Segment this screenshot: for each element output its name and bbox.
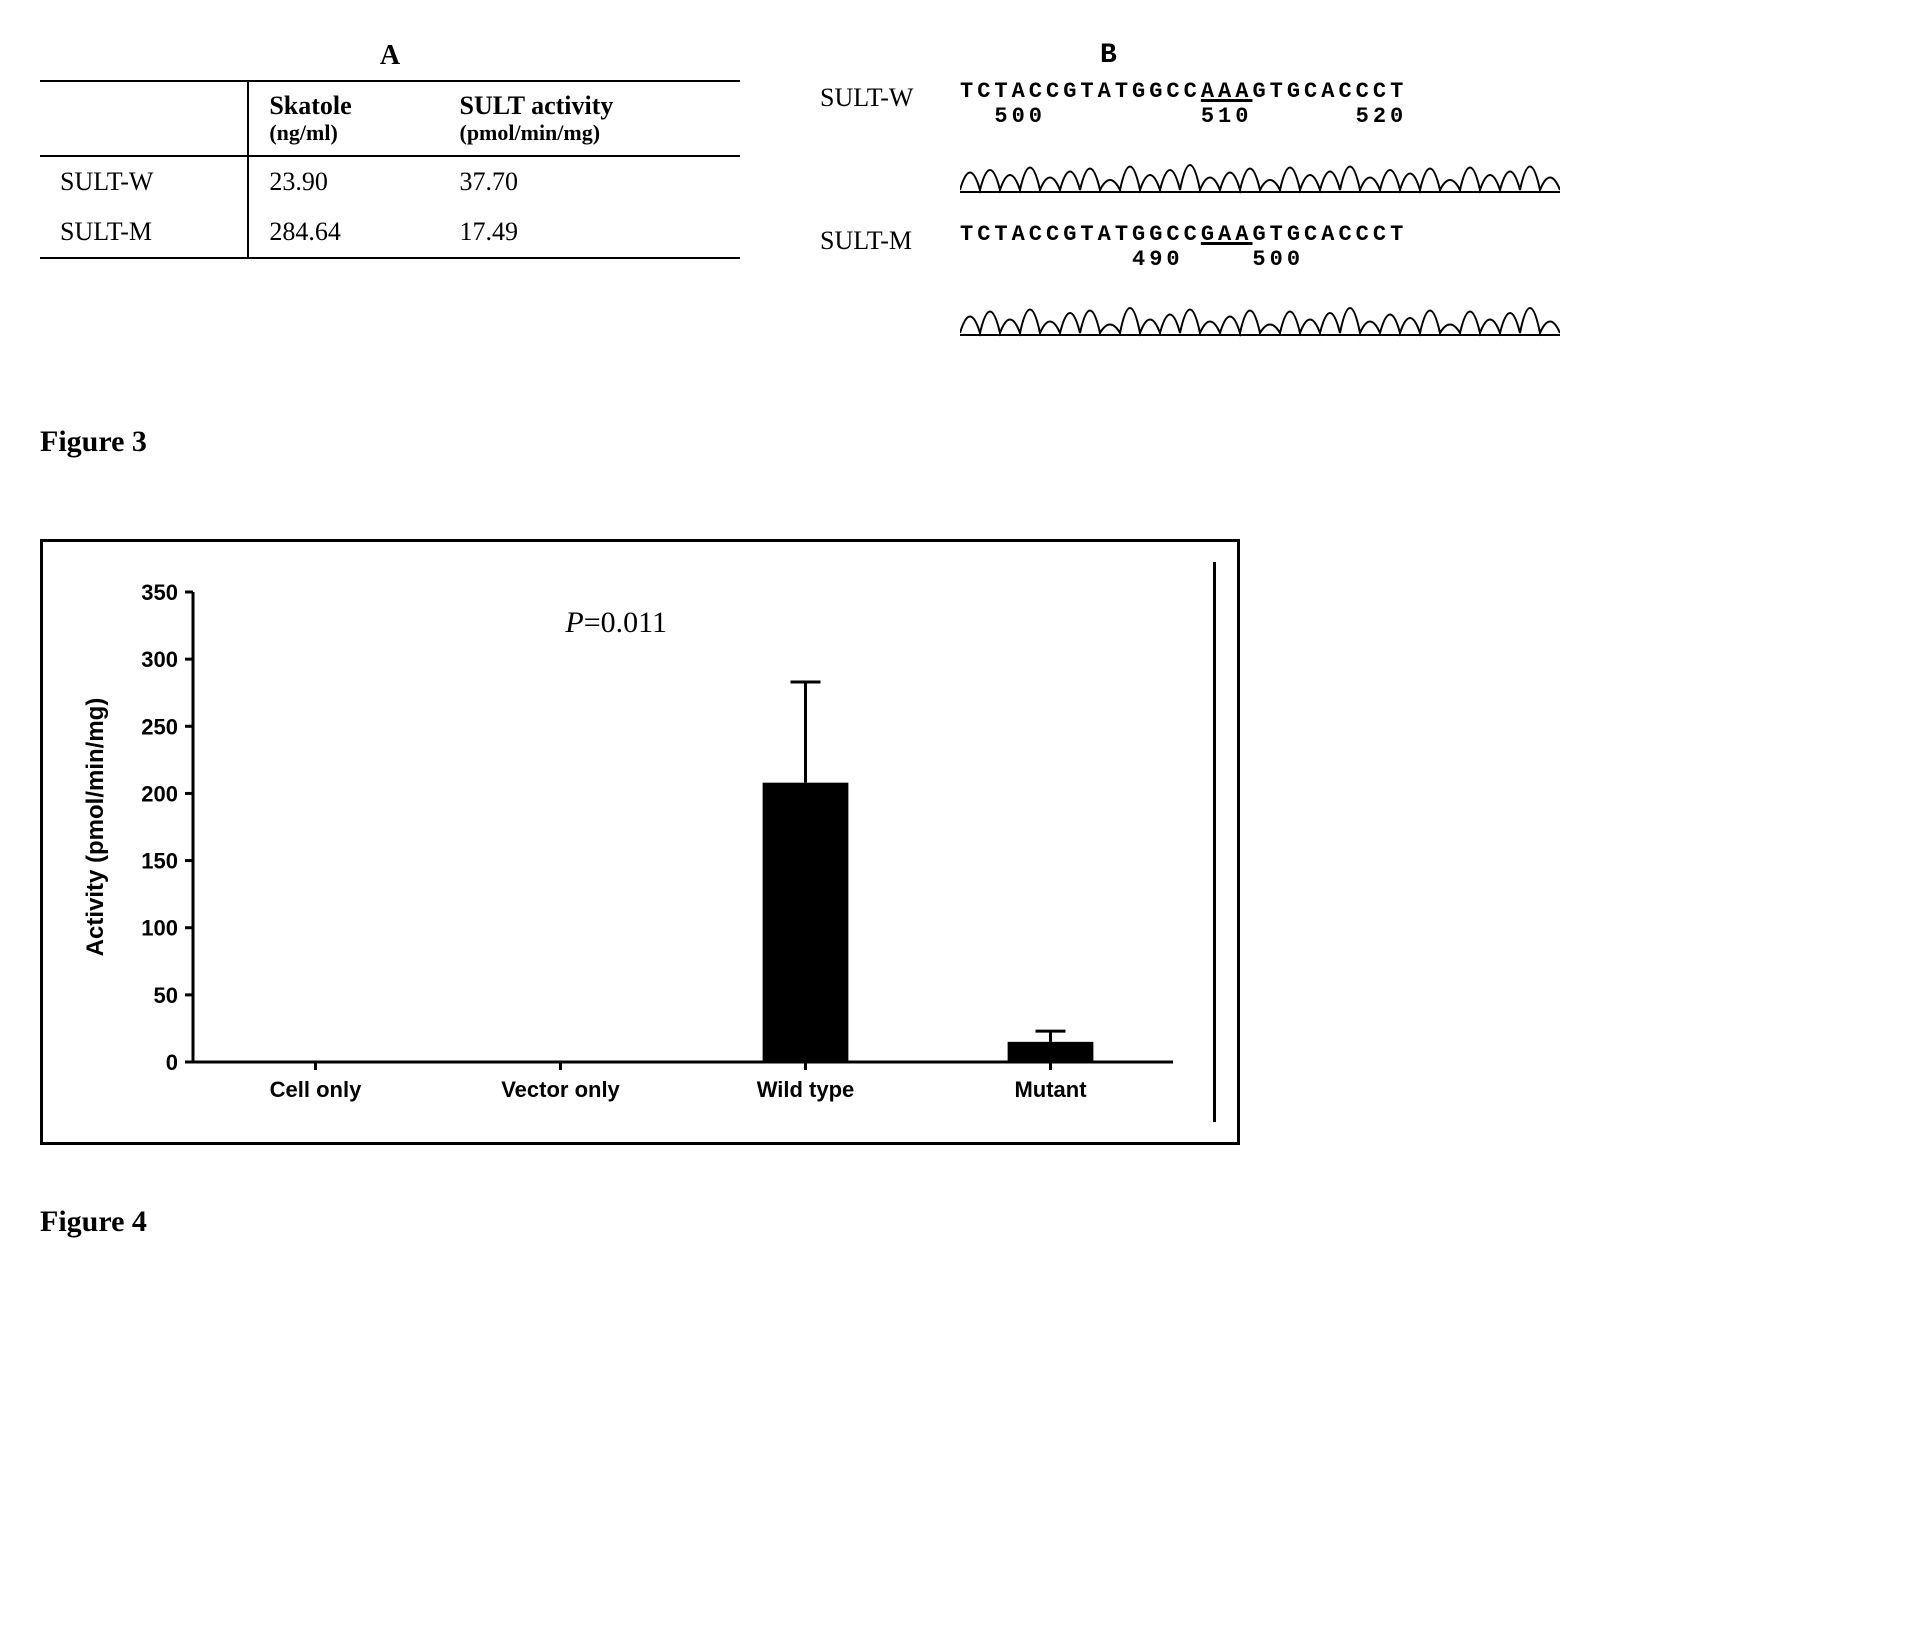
panel-a-label: A (40, 40, 740, 72)
col2-name: SULT activity (460, 91, 614, 120)
svg-text:0: 0 (166, 1050, 178, 1075)
chromatogram-m (960, 278, 1560, 338)
row0-col0: SULT-W (40, 156, 248, 207)
panel-b: B SULT-W TCTACCGTATGGCCAAAGTGCACCCT 500 … (820, 40, 1620, 365)
svg-text:150: 150 (141, 849, 178, 874)
seq-block-m: SULT-M TCTACCGTATGGCCGAAGTGCACCCT 490 50… (820, 222, 1620, 345)
row1-col2: 17.49 (440, 207, 741, 258)
row1-col1: 284.64 (248, 207, 439, 258)
table-header-blank (40, 81, 248, 156)
row1-col0: SULT-M (40, 207, 248, 258)
bar-chart: 0 50 100 150 200 250 300 350 Activity (pmol/min/… (73, 562, 1213, 1122)
top-row: A Skatole (ng/ml) SULT activity (pmol/mi… (40, 40, 1887, 365)
seq-w-pos: 500 510 520 (960, 104, 1620, 129)
seq-w-content: TCTACCGTATGGCCAAAGTGCACCCT 500 510 520 (960, 79, 1620, 202)
table-header-skatole: Skatole (ng/ml) (248, 81, 439, 156)
seq-m-mut: GAA (1201, 222, 1253, 247)
seq-m-post: GTGCACCCT (1252, 222, 1407, 247)
svg-text:Wild type: Wild type (757, 1077, 855, 1102)
svg-text:Mutant: Mutant (1014, 1077, 1087, 1102)
seq-m-label: SULT-M (820, 222, 940, 256)
table-row: SULT-W 23.90 37.70 (40, 156, 740, 207)
seq-m-pre: TCTACCGTATGGCC (960, 222, 1201, 247)
svg-text:Vector only: Vector only (501, 1077, 620, 1102)
col2-unit: (pmol/min/mg) (460, 121, 721, 145)
table-row: SULT-M 284.64 17.49 (40, 207, 740, 258)
col1-name: Skatole (269, 91, 351, 120)
svg-text:350: 350 (141, 580, 178, 605)
seq-m-pos: 490 500 (960, 247, 1620, 272)
chromatogram-w (960, 135, 1560, 195)
table-header-sult: SULT activity (pmol/min/mg) (440, 81, 741, 156)
seq-m-line: TCTACCGTATGGCCGAAGTGCACCCT (960, 222, 1620, 247)
seq-w-post: GTGCACCCT (1252, 79, 1407, 104)
col1-unit: (ng/ml) (269, 121, 419, 145)
seq-block-w: SULT-W TCTACCGTATGGCCAAAGTGCACCCT 500 51… (820, 79, 1620, 202)
svg-text:Cell only: Cell only (270, 1077, 362, 1102)
svg-text:200: 200 (141, 781, 178, 806)
svg-text:300: 300 (141, 647, 178, 672)
svg-text:Activity (pmol/min/mg): Activity (pmol/min/mg) (82, 698, 109, 957)
figure-4-label: Figure 4 (40, 1205, 1887, 1239)
seq-w-label: SULT-W (820, 79, 940, 113)
svg-text:250: 250 (141, 714, 178, 739)
seq-w-pre: TCTACCGTATGGCC (960, 79, 1201, 104)
chart-inner-frame: 0 50 100 150 200 250 300 350 Activity (pmol/min/… (73, 562, 1216, 1122)
svg-text:100: 100 (141, 916, 178, 941)
panel-a-table: Skatole (ng/ml) SULT activity (pmol/min/… (40, 80, 740, 259)
seq-w-line: TCTACCGTATGGCCAAAGTGCACCCT (960, 79, 1620, 104)
row0-col2: 37.70 (440, 156, 741, 207)
seq-w-mut: AAA (1201, 79, 1253, 104)
figure-3-label: Figure 3 (40, 425, 1887, 459)
svg-text:P=0.011: P=0.011 (564, 606, 667, 639)
seq-m-content: TCTACCGTATGGCCGAAGTGCACCCT 490 500 (960, 222, 1620, 345)
chart-outer-frame: 0 50 100 150 200 250 300 350 Activity (pmol/min/… (40, 539, 1240, 1145)
row0-col1: 23.90 (248, 156, 439, 207)
panel-a: A Skatole (ng/ml) SULT activity (pmol/mi… (40, 40, 740, 259)
panel-b-label: B (1100, 40, 1620, 71)
svg-text:50: 50 (154, 983, 178, 1008)
